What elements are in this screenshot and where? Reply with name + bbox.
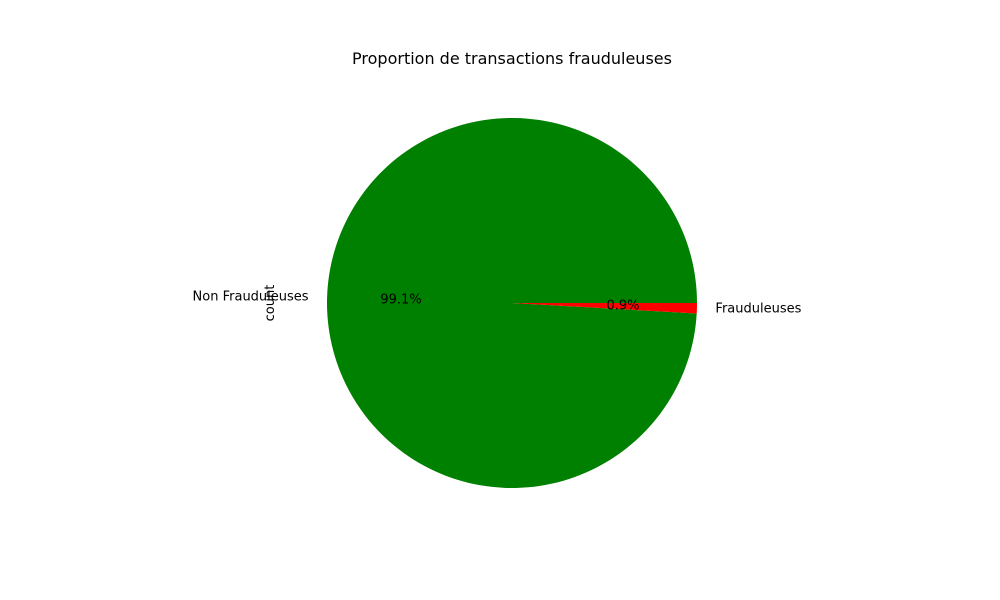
category-label-non-frauduleuses: Non Frauduleuses <box>193 290 309 305</box>
pie-slices <box>327 118 697 489</box>
pie-labels: Non Frauduleuses 99.1% Frauduleuses 0.9% <box>193 290 802 317</box>
y-axis-label: count <box>263 285 278 322</box>
pie-slice-frauduleuses <box>512 303 697 314</box>
chart-title: Proportion de transactions frauduleuses <box>352 49 672 68</box>
percent-label-frauduleuses: 0.9% <box>606 299 639 314</box>
percent-label-non-frauduleuses: 99.1% <box>380 292 421 307</box>
category-label-frauduleuses: Frauduleuses <box>715 301 801 316</box>
pie-slice-non-frauduleuses <box>327 118 697 489</box>
